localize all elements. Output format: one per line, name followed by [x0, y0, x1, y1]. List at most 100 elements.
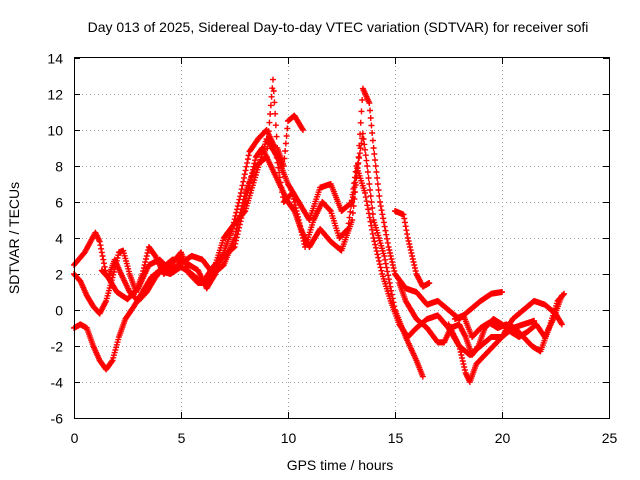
data-point: [268, 93, 275, 100]
data-point: [230, 222, 237, 229]
data-point: [375, 187, 382, 193]
y-tick-label: 2: [55, 267, 63, 283]
data-point: [232, 212, 239, 219]
data-point: [244, 189, 251, 196]
data-point: [380, 219, 387, 226]
data-point: [242, 195, 249, 202]
data-point: [358, 108, 365, 115]
data-point: [376, 257, 383, 264]
series-arc-e: [392, 208, 433, 290]
data-point: [289, 190, 296, 196]
data-point: [242, 167, 249, 174]
data-point: [390, 265, 397, 271]
data-point: [293, 208, 300, 214]
data-point: [366, 100, 373, 106]
data-point: [355, 154, 362, 160]
data-point: [388, 256, 395, 262]
data-point: [366, 181, 373, 187]
data-point: [348, 197, 355, 204]
data-point: [291, 199, 298, 205]
data-point: [344, 226, 351, 232]
data-point: [357, 131, 364, 138]
y-tick-label: 10: [47, 123, 63, 139]
data-point: [266, 119, 273, 126]
data-point: [456, 346, 463, 352]
data-point: [281, 155, 288, 162]
data-point: [292, 205, 299, 211]
data-point: [419, 373, 426, 380]
data-point: [230, 219, 237, 226]
data-point: [372, 157, 379, 163]
data-point: [367, 115, 374, 121]
data-point: [271, 99, 278, 106]
data-point: [239, 208, 246, 215]
data-point: [403, 227, 410, 234]
data-point: [389, 262, 396, 268]
data-point: [237, 190, 244, 196]
data-point: [458, 352, 465, 358]
data-point: [386, 247, 393, 253]
data-point: [233, 237, 240, 244]
data-point: [249, 170, 256, 177]
data-point: [143, 253, 150, 259]
data-point: [270, 76, 277, 83]
data-point: [300, 238, 307, 244]
data-point: [368, 222, 375, 229]
data-point: [144, 250, 151, 256]
data-point: [97, 242, 104, 249]
data-point: [294, 211, 301, 217]
data-point: [142, 259, 149, 265]
plot-frame: [74, 57, 610, 419]
data-point: [115, 252, 122, 259]
x-tick-label: 10: [281, 430, 297, 446]
data-point: [357, 119, 364, 126]
data-point: [284, 125, 291, 132]
data-point: [378, 207, 385, 214]
data-point: [141, 262, 148, 268]
data-point: [283, 133, 290, 139]
data-point: [267, 102, 274, 109]
data-point: [98, 245, 105, 252]
data-point: [238, 215, 245, 222]
data-point: [404, 231, 411, 238]
data-point: [408, 250, 415, 256]
data-point: [295, 217, 302, 223]
data-point: [382, 260, 389, 267]
data-point: [380, 215, 387, 222]
data-point: [426, 280, 433, 286]
data-point: [356, 150, 363, 157]
data-point: [99, 253, 106, 259]
data-point: [234, 231, 241, 238]
data-point: [411, 265, 418, 271]
data-point: [389, 259, 396, 265]
data-point: [372, 241, 379, 248]
data-point: [384, 268, 391, 275]
data-point: [272, 110, 279, 117]
data-point: [384, 239, 391, 246]
data-point: [372, 163, 379, 169]
data-point: [229, 226, 236, 232]
data-point: [459, 358, 466, 364]
data-point: [245, 186, 252, 193]
series-arc-f: [396, 280, 565, 358]
data-point: [374, 181, 381, 187]
data-point: [364, 169, 371, 175]
chart-title: Day 013 of 2025, Sidereal Day-to-day VTE…: [88, 19, 589, 35]
data-point: [140, 268, 147, 274]
data-point: [373, 248, 380, 255]
data-point: [561, 290, 568, 297]
data-point: [236, 196, 243, 203]
data-point: [139, 271, 146, 277]
data-point: [368, 122, 375, 129]
data-point: [100, 256, 107, 263]
data-point: [231, 244, 238, 250]
data-point: [110, 271, 117, 278]
data-point: [363, 157, 370, 164]
data-point: [402, 223, 409, 230]
data-point: [299, 235, 306, 241]
data-point: [346, 214, 353, 221]
data-point: [381, 223, 388, 230]
data-point: [233, 234, 240, 241]
data-point: [377, 199, 384, 205]
